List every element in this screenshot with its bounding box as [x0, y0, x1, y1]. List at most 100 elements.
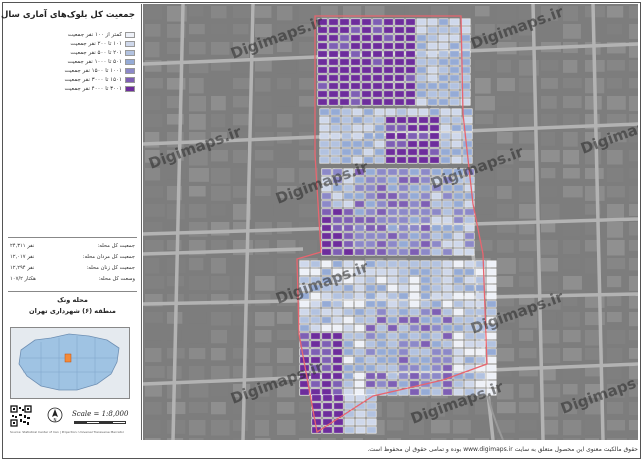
stat-value: ۱۰۷/۲ هکتار: [10, 276, 36, 282]
statistical-block: [486, 300, 497, 308]
statistical-block: [328, 42, 339, 50]
city-block: [299, 6, 318, 22]
city-block: [233, 330, 252, 345]
statistical-block: [462, 140, 473, 148]
statistical-block: [383, 82, 394, 90]
statistical-block: [453, 380, 464, 388]
legend-swatch: [125, 41, 135, 47]
statistical-block: [449, 66, 460, 74]
statistical-block: [394, 18, 405, 26]
city-block: [277, 168, 295, 183]
city-block: [497, 312, 515, 323]
statistical-block: [339, 42, 350, 50]
city-block: [585, 240, 600, 252]
statistical-block: [332, 332, 343, 340]
statistical-block: [376, 380, 387, 388]
statistical-block: [475, 268, 486, 276]
statistical-block: [383, 90, 394, 98]
city-block: [563, 330, 581, 343]
city-block: [563, 222, 581, 236]
statistical-block: [418, 140, 429, 148]
city-block: [585, 384, 601, 398]
city-block: [189, 222, 208, 237]
statistical-block: [475, 292, 486, 300]
statistical-block: [310, 276, 321, 284]
legend-item: ۵۰۱ تا ۱۰۰۰ نفر جمعیت: [67, 58, 135, 66]
statistical-block: [333, 402, 344, 410]
statistical-block: [328, 66, 339, 74]
statistical-block: [420, 308, 431, 316]
city-block: [629, 222, 638, 236]
statistical-block: [328, 74, 339, 82]
city-block: [211, 186, 231, 201]
city-block: [541, 186, 557, 197]
statistical-block: [376, 176, 387, 184]
statistical-block: [486, 340, 497, 348]
road: [143, 247, 304, 256]
statistical-block: [420, 372, 431, 380]
statistical-block: [372, 42, 383, 50]
statistical-block: [317, 26, 328, 34]
city-block: [497, 78, 515, 92]
statistical-block: [442, 340, 453, 348]
statistical-block: [431, 316, 442, 324]
city-block: [563, 78, 582, 89]
statistical-block: [453, 300, 464, 308]
statistical-block: [341, 108, 352, 116]
statistical-block: [321, 232, 332, 240]
legend-item: ۱۰۰۱ تا ۱۵۰۰ نفر جمعیت: [65, 67, 135, 75]
statistical-block: [366, 418, 377, 426]
statistical-block: [420, 192, 431, 200]
statistical-block: [431, 268, 442, 276]
statistical-block: [475, 332, 486, 340]
statistical-block: [405, 18, 416, 26]
city-block: [189, 366, 205, 381]
statistical-block: [438, 74, 449, 82]
city-block: [475, 60, 490, 72]
statistical-block: [464, 276, 475, 284]
city-block: [563, 168, 580, 179]
city-block: [519, 258, 534, 272]
statistical-block: [442, 232, 453, 240]
statistical-block: [354, 184, 365, 192]
statistical-block: [486, 348, 497, 356]
statistical-block: [460, 58, 471, 66]
statistical-block: [409, 316, 420, 324]
city-block: [233, 420, 248, 431]
district-name: منطقه (۶) شهرداری تهران: [29, 307, 116, 315]
legend-title: جمعیت کل بلوک‌های آماری سال ۱۳۹۵: [0, 10, 135, 20]
city-block: [497, 276, 514, 287]
statistical-block: [376, 324, 387, 332]
statistical-block: [385, 140, 396, 148]
city-block: [585, 402, 604, 415]
statistical-block: [405, 90, 416, 98]
statistical-block: [354, 192, 365, 200]
statistical-block: [365, 372, 376, 380]
city-block: [563, 348, 582, 361]
statistical-block: [398, 324, 409, 332]
city-block: [541, 96, 557, 109]
statistical-block: [460, 18, 471, 26]
city-block: [541, 60, 559, 71]
statistical-block: [365, 300, 376, 308]
city-block: [431, 438, 447, 440]
statistical-block: [409, 388, 420, 396]
statistical-block: [376, 192, 387, 200]
city-block: [211, 438, 231, 440]
statistical-block: [332, 200, 343, 208]
city-block: [343, 60, 361, 72]
statistical-block: [354, 332, 365, 340]
city-block: [189, 78, 204, 94]
statistical-block: [416, 18, 427, 26]
statistical-block: [322, 402, 333, 410]
statistical-block: [343, 216, 354, 224]
statistical-block: [354, 248, 365, 256]
statistical-block: [398, 208, 409, 216]
statistical-block: [321, 324, 332, 332]
statistical-block: [310, 364, 321, 372]
city-block: [211, 60, 231, 71]
statistical-block: [387, 340, 398, 348]
statistical-block: [427, 98, 438, 106]
city-block: [519, 366, 538, 377]
statistical-block: [365, 292, 376, 300]
